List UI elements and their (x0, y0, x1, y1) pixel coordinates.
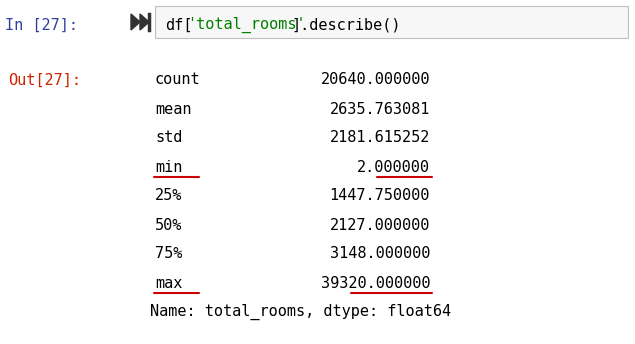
Text: ].describe(): ].describe() (291, 18, 401, 32)
Text: df[: df[ (165, 18, 192, 32)
Text: mean: mean (155, 101, 192, 117)
Text: 20640.000000: 20640.000000 (321, 73, 430, 87)
Text: min: min (155, 160, 182, 174)
Polygon shape (131, 14, 140, 30)
Text: max: max (155, 276, 182, 290)
Text: 2127.000000: 2127.000000 (330, 217, 430, 233)
Text: Out[27]:: Out[27]: (8, 73, 81, 87)
Text: Name: total_rooms, dtype: float64: Name: total_rooms, dtype: float64 (150, 304, 451, 320)
Text: count: count (155, 73, 201, 87)
Text: 50%: 50% (155, 217, 182, 233)
Text: 1447.750000: 1447.750000 (330, 189, 430, 204)
Text: 2635.763081: 2635.763081 (330, 101, 430, 117)
Text: std: std (155, 130, 182, 146)
Text: 2.000000: 2.000000 (357, 160, 430, 174)
Polygon shape (140, 14, 149, 30)
FancyBboxPatch shape (155, 6, 628, 38)
Text: 'total_rooms': 'total_rooms' (187, 17, 305, 33)
Text: 3148.000000: 3148.000000 (330, 247, 430, 261)
Text: 25%: 25% (155, 189, 182, 204)
Text: 2181.615252: 2181.615252 (330, 130, 430, 146)
Text: 75%: 75% (155, 247, 182, 261)
Text: 39320.000000: 39320.000000 (321, 276, 430, 290)
Text: In [27]:: In [27]: (5, 18, 78, 32)
